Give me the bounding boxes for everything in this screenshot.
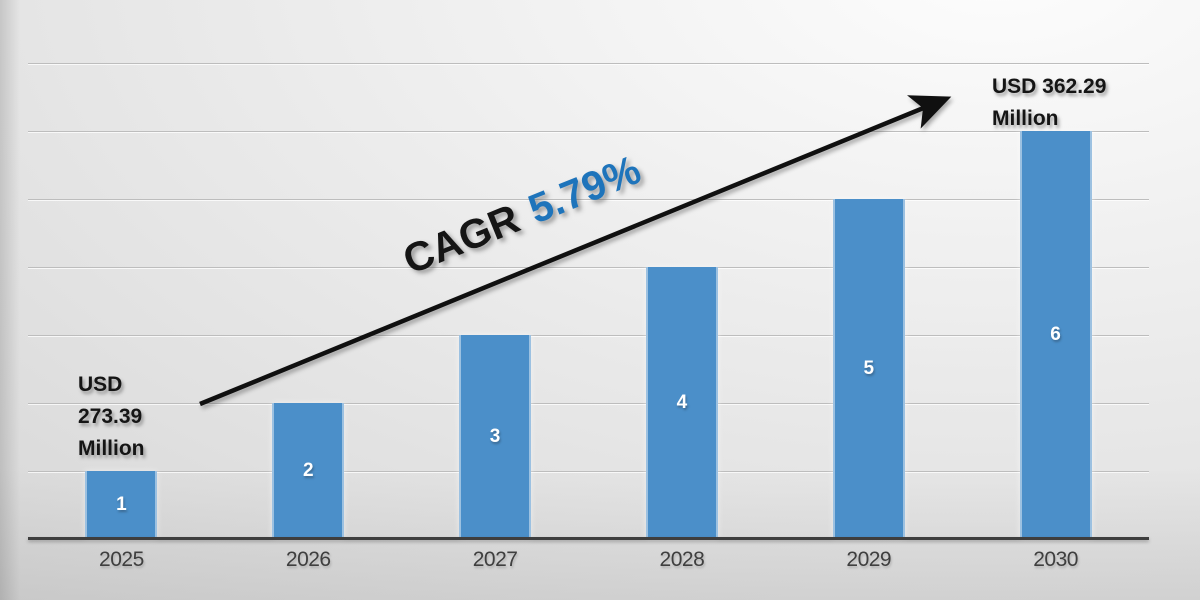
gridline [28,63,1149,64]
gridline [28,131,1149,132]
x-axis-label-2025: 2025 [99,548,144,571]
bar-value-label: 1 [116,494,127,515]
x-axis-label-2027: 2027 [472,548,518,571]
bar-value-label: 3 [489,426,501,447]
x-axis-line [28,537,1149,540]
x-axis-label-2030: 2030 [1033,548,1078,571]
x-axis-label-2026: 2026 [285,548,331,571]
end-value-line1: USD 362.29 [992,75,1107,98]
x-axis-label-2028: 2028 [659,548,705,571]
gridline [28,267,1149,268]
start-value-callout: USD 273.39 Million [78,369,145,465]
gridline [28,335,1149,336]
bar-value-label: 4 [676,392,688,413]
bar-2029: 5 [832,199,905,539]
gridline [28,471,1149,472]
bar-2028: 4 [645,267,718,539]
bar-2026: 2 [272,403,345,539]
bar-value-label: 2 [302,460,314,481]
bar-2027: 3 [459,335,532,539]
bar-value-label: 5 [863,358,875,379]
x-axis-label-2029: 2029 [846,548,892,571]
gridline [28,403,1149,404]
bar-2030: 6 [1019,131,1092,539]
start-value-line3: Million [78,437,145,460]
start-value-line1: USD [78,373,123,396]
start-value-line2: 273.39 [78,405,143,428]
bar-2025: 1 [85,471,158,539]
end-value-callout: USD 362.29 Million [992,71,1106,135]
end-value-line2: Million [992,107,1059,130]
bar-value-label: 6 [1050,324,1061,345]
